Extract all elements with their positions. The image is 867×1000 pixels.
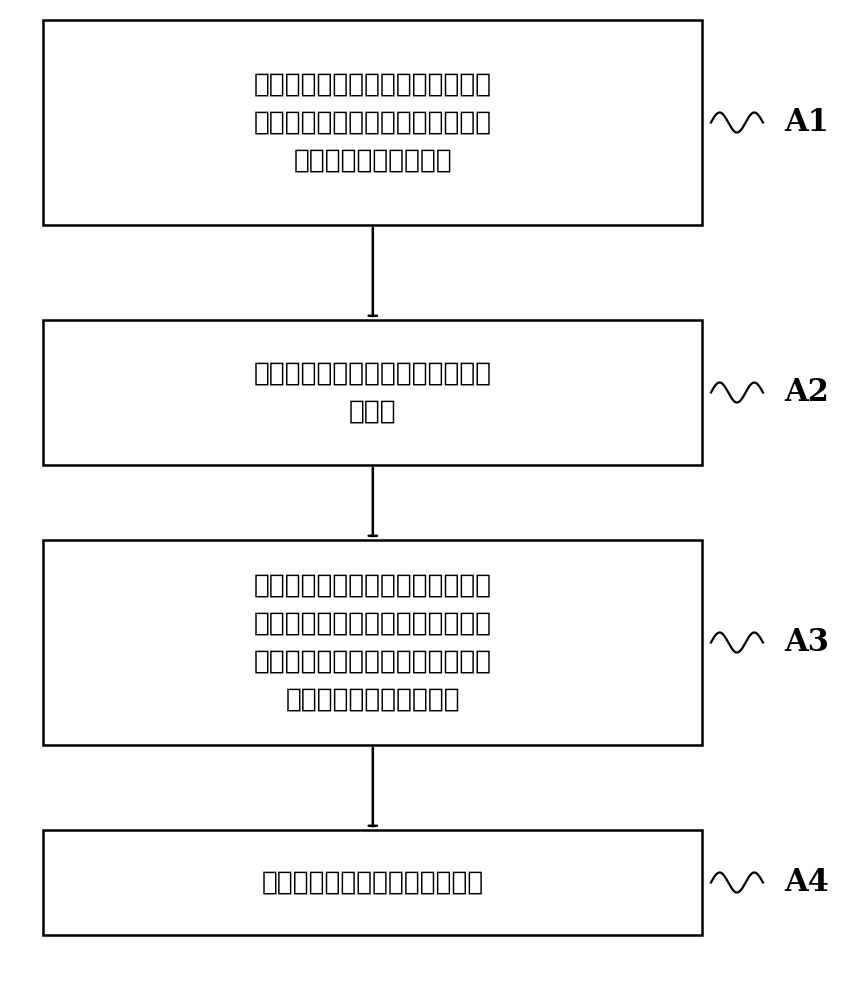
Text: A4: A4: [785, 867, 830, 898]
FancyBboxPatch shape: [43, 20, 702, 225]
Text: A3: A3: [785, 627, 830, 658]
Text: 向流体输出设备发送控制指令，以
使流体输出设备按照控制指令携带
的目标流量值输出流量: 向流体输出设备发送控制指令，以 使流体输出设备按照控制指令携带 的目标流量值输出…: [254, 71, 492, 173]
Text: 检测流量输出设备所输出流量的流
量状态: 检测流量输出设备所输出流量的流 量状态: [254, 360, 492, 424]
FancyBboxPatch shape: [43, 320, 702, 465]
FancyBboxPatch shape: [43, 540, 702, 745]
FancyBboxPatch shape: [43, 830, 702, 935]
Text: A2: A2: [785, 377, 830, 408]
Text: A1: A1: [785, 107, 830, 138]
Text: 接收目标仪表反馈的第一累积量: 接收目标仪表反馈的第一累积量: [262, 869, 484, 896]
Text: 在流量状态处于稳定状态的情况下
，向目标仪表发送第一读取指令，
以使目标仪表根据第一读取指令向
控制终端反馈第一累积量: 在流量状态处于稳定状态的情况下 ，向目标仪表发送第一读取指令， 以使目标仪表根据…: [254, 572, 492, 712]
